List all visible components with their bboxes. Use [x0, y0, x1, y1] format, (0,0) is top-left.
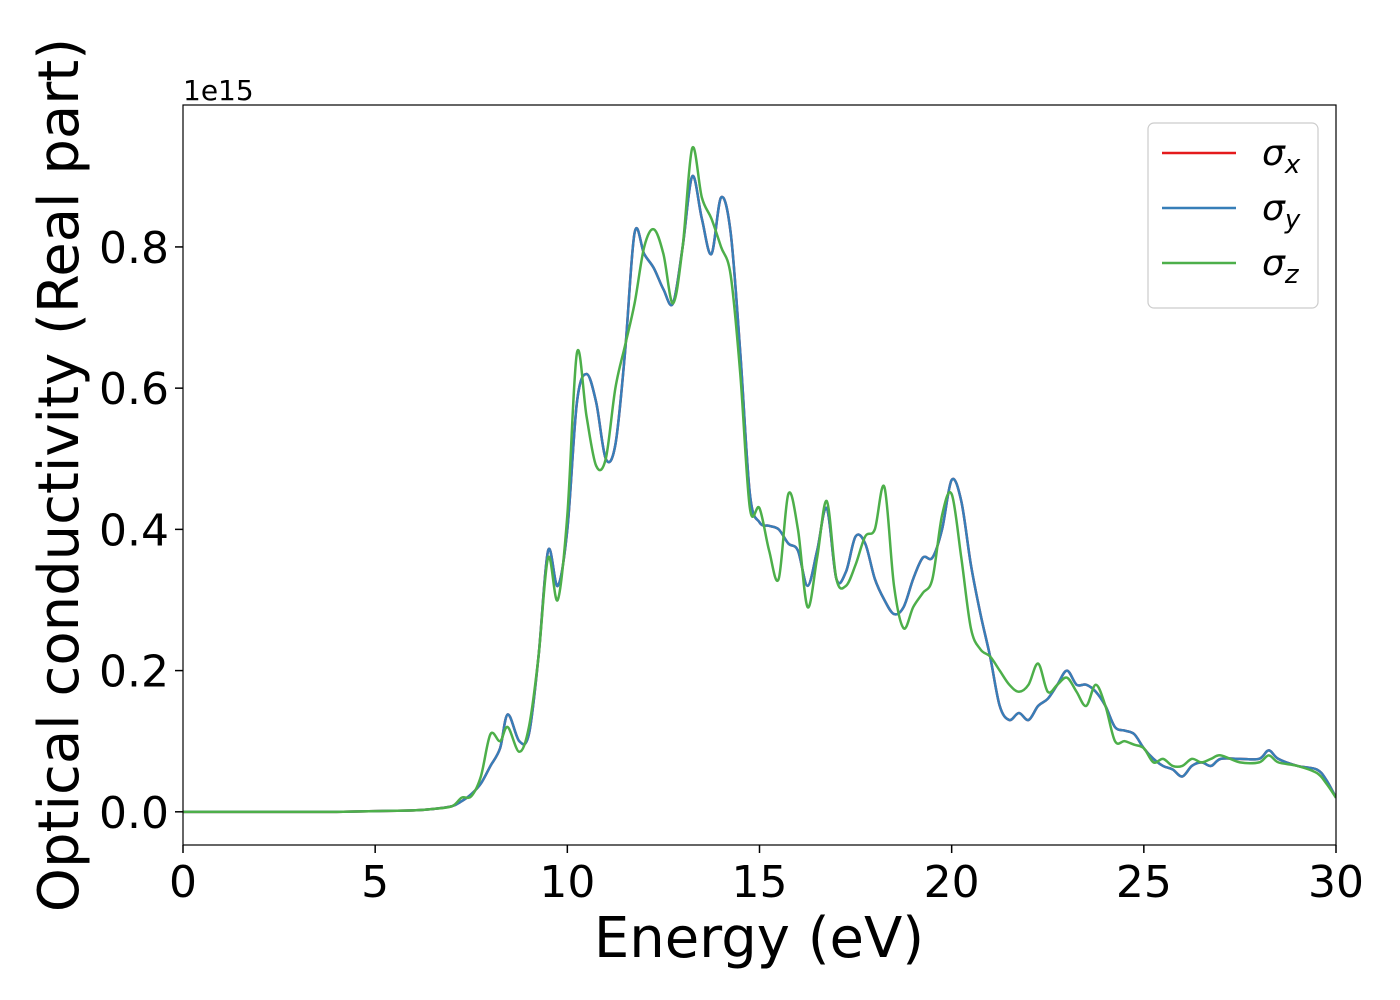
x-tick-label: 20	[924, 857, 980, 908]
y-tick-label: 0.8	[99, 223, 169, 274]
plot-frame	[182, 104, 1337, 846]
y-tick-label: 0.6	[99, 364, 169, 415]
y-tick-label: 0.4	[99, 505, 169, 556]
series-line	[183, 145, 1336, 814]
legend-label: σy	[1262, 188, 1301, 235]
x-tick-label: 25	[1116, 857, 1172, 908]
x-tick-label: 10	[539, 857, 595, 908]
legend-label: σx	[1262, 133, 1301, 180]
y-offset-label: 1e15	[183, 74, 254, 107]
y-tick-label: 0.2	[99, 647, 169, 698]
x-tick-label: 15	[732, 857, 788, 908]
legend-label: σz	[1262, 243, 1300, 290]
x-tick-label: 30	[1308, 857, 1364, 908]
y-axis-label: Optical conductivity (Real part)	[27, 38, 92, 912]
x-axis-label: Energy (eV)	[594, 906, 924, 971]
x-tick-label: 5	[361, 857, 389, 908]
y-tick-label: 0.0	[99, 788, 169, 839]
x-tick-label: 0	[169, 857, 197, 908]
